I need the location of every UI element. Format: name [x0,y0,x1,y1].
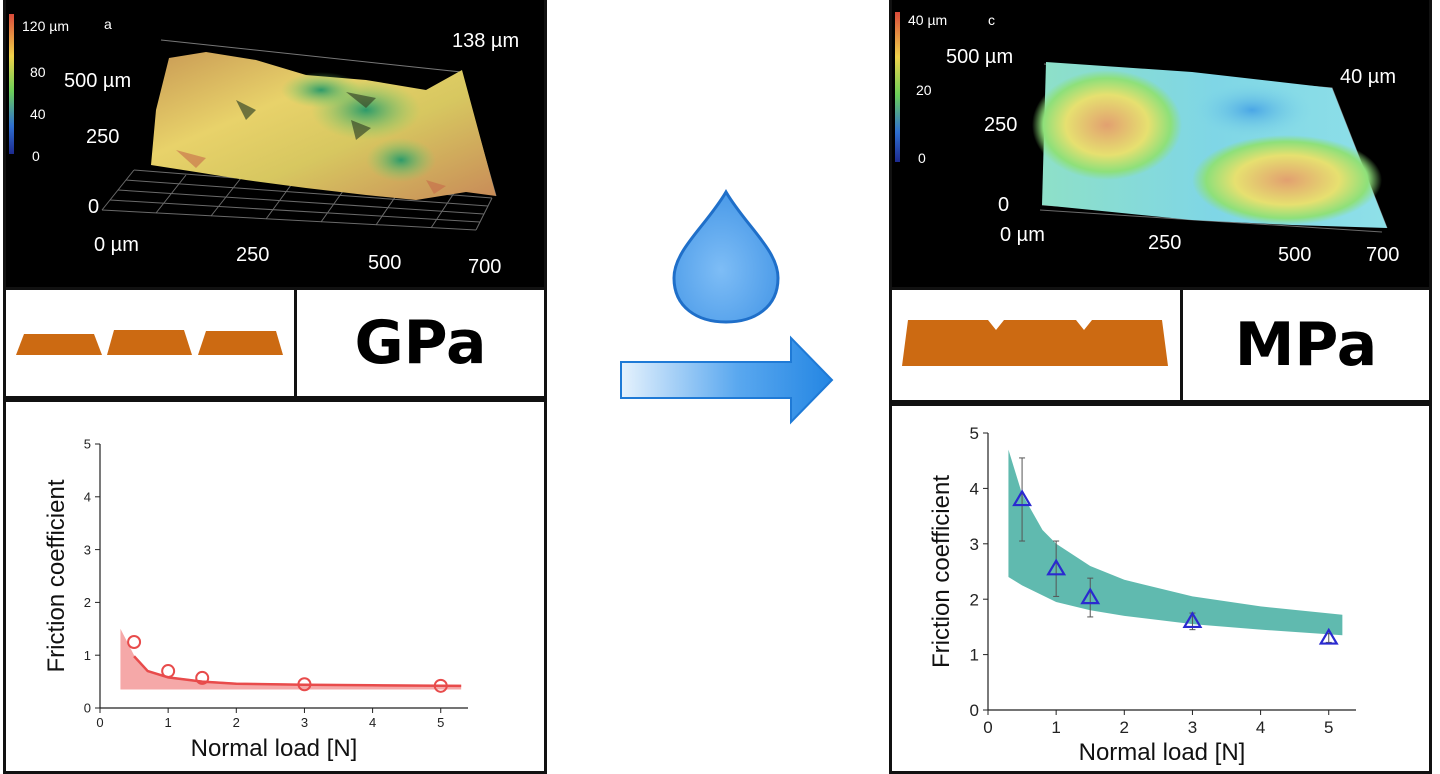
x-axis-label: 500 [1278,244,1312,266]
right-friction-chart: 0 1 2 3 4 5 0 1 2 3 4 5 Normal load [N] Friction coef… [889,403,1432,774]
data-point [1080,587,1101,605]
colorbar-label: 20 [916,82,932,98]
x-tick-label: 5 [437,715,444,730]
data-point [127,635,142,649]
x-axis-label: 700 [468,256,502,278]
panel-letter: c [988,12,995,28]
grid-floor [101,169,493,231]
x-tick-label: 5 [1324,718,1333,737]
colorbar-label: 120 µm [22,18,69,34]
panel-letter: a [104,16,112,32]
x-tick-label: 4 [369,715,376,730]
data-point [1012,489,1032,507]
x-axis-label: 250 [236,244,270,266]
y-tick-label: 1 [970,646,979,665]
y-tick-label: 3 [970,535,979,554]
y-axis-label: 250 [86,126,120,148]
x-axis-label: 250 [1148,232,1182,254]
x-axis-label: 500 [368,252,402,274]
colorbar-label: 80 [30,64,46,80]
height-label: 138 µm [452,30,520,52]
asperity-diagram-left [16,330,283,355]
data-point [1046,558,1067,576]
y-axis-label: 500 µm [946,46,1014,68]
colorbar [895,12,900,162]
data-point [297,677,312,692]
x-axis-title: Normal load [N] [1079,739,1246,766]
x-axis-label: 700 [1366,244,1400,266]
asperity [198,331,283,355]
asperity [902,320,1168,366]
y-tick-label: 3 [84,542,91,557]
water-droplet-icon [672,189,780,324]
y-axis-label: 0 [88,196,100,218]
asperity-diagram-right [902,320,1168,366]
x-axis-label: 0 µm [94,234,139,256]
y-axis-label: 0 [998,194,1010,216]
y-tick-label: 5 [84,437,91,452]
colorbar-label: 0 [32,148,40,164]
left-friction-chart: 0 1 2 3 4 5 0 1 2 3 4 5 Normal load [N] Friction coef… [3,399,547,774]
data-point [1318,627,1339,645]
x-tick-label: 4 [1256,718,1265,737]
fit-line [133,655,462,688]
fit-band [120,628,462,690]
x-axis-title: Normal load [N] [191,735,358,762]
stress-unit-label: GPa [354,308,487,378]
colorbar-label: 40 [30,106,46,122]
x-tick-label: 2 [1120,718,1129,737]
colorbar [9,14,14,154]
y-tick-label: 2 [970,590,979,609]
data-point [161,664,176,679]
fit-band [1008,449,1343,636]
height-label: 40 µm [1340,66,1396,88]
x-axis-label: 0 µm [1000,224,1045,246]
data-point [195,670,210,685]
x-tick-label: 0 [983,718,992,737]
asperity [16,334,102,355]
data-point [433,678,448,693]
y-tick-label: 0 [84,701,91,716]
data-point [1182,611,1203,629]
x-tick-label: 1 [1051,718,1060,737]
y-tick-label: 2 [84,595,91,610]
x-tick-label: 2 [233,715,240,730]
x-tick-label: 3 [301,715,308,730]
y-tick-label: 1 [84,648,91,663]
x-tick-label: 3 [1188,718,1197,737]
y-axis-title: Friction coefficient [928,475,955,668]
y-tick-label: 5 [970,424,979,443]
y-tick-label: 0 [970,701,979,720]
stress-unit-label: MPa [1234,310,1378,380]
right-topography-image: 40 µm c 20 0 40 µm 500 µm 250 0 0 µm 250… [892,0,1429,287]
y-tick-label: 4 [970,480,979,499]
x-tick-label: 0 [96,715,103,730]
y-tick-label: 4 [84,489,91,504]
left-contact-divider [294,287,297,399]
x-tick-label: 1 [165,715,172,730]
y-axis-title: Friction coefficient [43,479,70,672]
y-axis-label: 250 [984,114,1018,136]
y-axis-label: 500 µm [64,70,132,92]
asperity [107,330,192,355]
process-arrow-icon [620,335,834,425]
colorbar-label: 40 µm [908,12,948,28]
left-topography-image: 120 µm a 80 40 0 138 µm 500 µm 250 0 0 µ… [6,0,544,287]
right-contact-divider [1180,287,1183,403]
colorbar-label: 0 [918,150,926,166]
